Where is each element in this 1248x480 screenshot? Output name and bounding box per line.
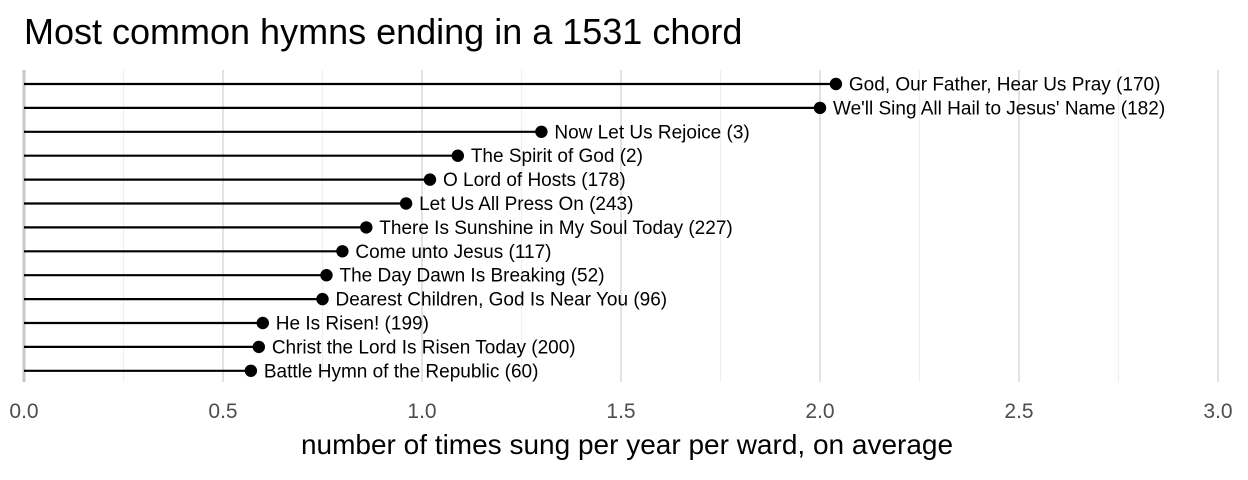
hymn-label: There Is Sunshine in My Soul Today (227) xyxy=(379,218,732,239)
lollipop-dot xyxy=(244,364,258,377)
lollipop-dot xyxy=(423,173,437,186)
x-tick-label: 1.5 xyxy=(606,400,635,423)
hymn-label: God, Our Father, Hear Us Pray (170) xyxy=(849,75,1161,96)
x-tick-label: 0.0 xyxy=(9,400,38,423)
data-marks: God, Our Father, Hear Us Pray (170)We'll… xyxy=(24,75,1165,382)
lollipop-dot xyxy=(829,77,843,91)
hymn-label: The Day Dawn Is Breaking (52) xyxy=(339,266,604,287)
lollipop-dot xyxy=(399,197,413,210)
hymn-label: Now Let Us Rejoice (3) xyxy=(554,122,749,143)
x-tick-label: 3.0 xyxy=(1203,400,1232,423)
hymn-label: Let Us All Press On (243) xyxy=(419,194,633,215)
x-tick-label: 2.5 xyxy=(1004,400,1033,423)
lollipop-dot xyxy=(252,340,266,354)
hymn-label: Christ the Lord Is Risen Today (200) xyxy=(272,337,576,358)
x-axis-ticks: 0.0 0.5 1.0 1.5 2.0 2.5 3.0 xyxy=(9,400,1232,423)
hymn-label: Battle Hymn of the Republic (60) xyxy=(264,361,539,382)
hymn-label: He Is Risen! (199) xyxy=(276,314,429,335)
lollipop-dot xyxy=(451,149,465,162)
x-tick-label: 0.5 xyxy=(208,400,237,423)
lollipop-dot xyxy=(813,101,827,115)
x-tick-label: 2.0 xyxy=(805,400,834,423)
lollipop-dot xyxy=(360,221,373,234)
hymn-label: Come unto Jesus (117) xyxy=(355,242,551,263)
hymn-label: The Spirit of God (2) xyxy=(471,146,643,167)
hymn-label: Dearest Children, God Is Near You (96) xyxy=(336,290,668,311)
gridlines xyxy=(22,70,1219,382)
lollipop-dot xyxy=(320,269,333,282)
hymn-label: We'll Sing All Hail to Jesus' Name (182) xyxy=(833,98,1165,119)
hymn-label: O Lord of Hosts (178) xyxy=(443,170,626,191)
lollipop-dot xyxy=(535,125,548,138)
x-tick-label: 1.0 xyxy=(407,400,436,423)
chart-title: Most common hymns ending in a 1531 chord xyxy=(24,11,742,52)
lollipop-dot xyxy=(316,292,329,306)
lollipop-dot xyxy=(256,316,269,330)
x-axis-label: number of times sung per year per ward, … xyxy=(301,429,953,460)
lollipop-dot xyxy=(336,245,349,258)
